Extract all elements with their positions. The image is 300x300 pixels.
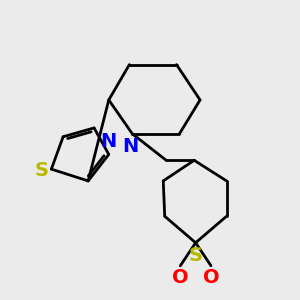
Text: S: S — [34, 161, 48, 180]
Text: S: S — [189, 246, 202, 265]
Text: O: O — [202, 268, 219, 287]
Text: N: N — [123, 137, 139, 156]
Text: N: N — [101, 132, 117, 151]
Text: O: O — [172, 268, 189, 287]
